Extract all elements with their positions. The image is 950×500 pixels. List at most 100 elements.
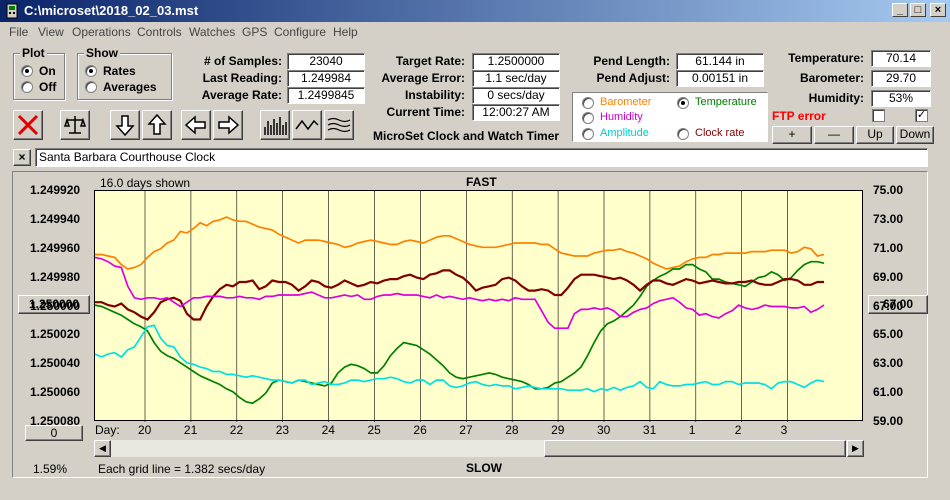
x-tick-label: 21 [183, 423, 198, 437]
menu-file[interactable]: File [9, 25, 29, 39]
x-tick-label: 28 [505, 423, 519, 437]
y-left-tick-label: 1.249920 [30, 183, 81, 197]
bar-graph-button[interactable] [260, 110, 290, 140]
plot-off-radio[interactable] [21, 81, 33, 93]
humidity-field: 53% [871, 90, 931, 107]
y-left-tick-label: 1.249940 [30, 211, 81, 226]
arrow-up-icon [147, 113, 167, 135]
clock-rate-option-label: Clock rate [695, 127, 745, 139]
y-right-tick-label: 75.00 [873, 183, 904, 197]
plot-on-label: On [39, 64, 56, 78]
pend-length-field[interactable]: 61.144 in [676, 53, 764, 70]
y-right-tick-label: 71.00 [873, 240, 904, 255]
instability-label: Instability: [404, 88, 465, 102]
y-right-tick-label: 67.00 [873, 298, 904, 313]
plot-group-label: Plot [20, 46, 47, 60]
clear-watch-button[interactable]: × [13, 149, 31, 166]
y-left-tick-label: 1.250040 [30, 356, 81, 371]
app-caption: MicroSet Clock and Watch Timer [373, 129, 560, 143]
temperature-label: Temperature: [788, 51, 864, 65]
x-tick-label: 27 [459, 423, 473, 437]
clock-rate-radio[interactable] [677, 128, 689, 140]
scroll-right-button[interactable]: ▶ [847, 440, 864, 457]
pend-length-label: Pend Length: [593, 54, 670, 68]
fast-label: FAST [466, 175, 497, 189]
y-right-tick-label: 63.00 [873, 356, 904, 371]
amplitude-option-label: Amplitude [600, 127, 649, 139]
y-left-tick-label: 1.250060 [30, 385, 81, 400]
series-line [95, 216, 825, 270]
barometer-radio[interactable] [582, 97, 594, 109]
scroll-left-button[interactable]: ◀ [94, 440, 111, 457]
maximize-button[interactable]: □ [910, 3, 926, 17]
samples-field: 23040 [287, 53, 365, 70]
arrow-down-icon [115, 115, 135, 137]
show-averages-radio[interactable] [85, 81, 97, 93]
y-left-tick-label: 1.250020 [30, 327, 81, 342]
slow-label: SLOW [466, 461, 502, 475]
bar-graph-icon [264, 117, 287, 135]
cancel-icon [17, 114, 39, 136]
show-group-label: Show [84, 46, 120, 60]
humidity-radio[interactable] [582, 112, 594, 124]
menu-view[interactable]: View [38, 25, 64, 39]
chart-svg [94, 191, 825, 422]
barometer-field: 29.70 [871, 70, 931, 87]
amplitude-radio[interactable] [582, 128, 594, 140]
menu-configure[interactable]: Configure [274, 25, 327, 39]
temperature-field: 70.14 [871, 50, 931, 67]
minus-button[interactable]: — [814, 126, 854, 144]
balance-button[interactable] [60, 110, 90, 140]
x-tick-label: 23 [275, 423, 290, 437]
move-up-button[interactable] [142, 110, 172, 140]
plot-area [94, 190, 863, 422]
x-tick-label: 25 [367, 423, 381, 437]
zero-button[interactable]: 0 [25, 425, 83, 441]
center-rate-button[interactable]: 1.250000 [18, 295, 90, 314]
x-tick-label: 30 [597, 423, 611, 437]
down-button[interactable]: Down [896, 126, 934, 144]
day-axis-label: Day: [95, 423, 120, 437]
up-button[interactable]: Up [856, 126, 894, 144]
chart-area [12, 171, 928, 478]
ftp-checkbox-1[interactable] [872, 109, 885, 122]
barometer-label: Barometer: [799, 71, 864, 85]
pend-adjust-field: 0.00151 in [676, 70, 764, 87]
target-rate-field[interactable]: 1.2500000 [472, 53, 560, 70]
cancel-button[interactable] [13, 110, 43, 140]
plus-button[interactable]: + [772, 126, 812, 144]
wave-icon [295, 119, 319, 131]
app-icon [6, 3, 18, 19]
menu-operations[interactable]: Operations [72, 25, 131, 39]
grid-note: Each grid line = 1.382 secs/day [98, 462, 266, 476]
scroll-thumb[interactable] [544, 440, 846, 457]
move-left-button[interactable] [181, 110, 211, 140]
multi-wave-button[interactable] [324, 110, 354, 140]
move-right-button[interactable] [213, 110, 243, 140]
menu-watches[interactable]: Watches [189, 25, 236, 39]
center-temp-button[interactable]: 67.00 [868, 295, 928, 314]
minimize-button[interactable]: _ [892, 3, 908, 17]
arrow-left-icon [184, 115, 206, 135]
average-rate-field: 1.2499845 [287, 87, 365, 104]
menu-controls[interactable]: Controls [137, 25, 182, 39]
x-tick-label: 29 [551, 423, 565, 437]
watch-name-input[interactable]: Santa Barbara Courthouse Clock [35, 148, 928, 167]
humidity-label: Humidity: [808, 91, 864, 105]
plot-on-radio[interactable] [21, 65, 33, 77]
multi-wave-icon [327, 117, 351, 133]
y-right-tick-label: 69.00 [873, 269, 904, 284]
move-down-button[interactable] [110, 110, 140, 140]
wave-button[interactable] [292, 110, 322, 140]
menu-gps[interactable]: GPS [242, 25, 268, 39]
show-rates-radio[interactable] [85, 65, 97, 77]
close-button[interactable]: × [930, 3, 946, 17]
chart-scrollbar[interactable]: ◀ ▶ [94, 440, 864, 457]
temperature-radio[interactable] [677, 97, 689, 109]
x-tick-label: 22 [229, 423, 244, 437]
series-line [94, 324, 825, 393]
ftp-checkbox-2[interactable]: ✓ [915, 109, 928, 122]
title-bar[interactable]: C:\microset\2018_02_03.mst _ □ × [0, 0, 950, 22]
menu-help[interactable]: Help [333, 25, 358, 39]
x-tick-label: 31 [642, 423, 657, 437]
